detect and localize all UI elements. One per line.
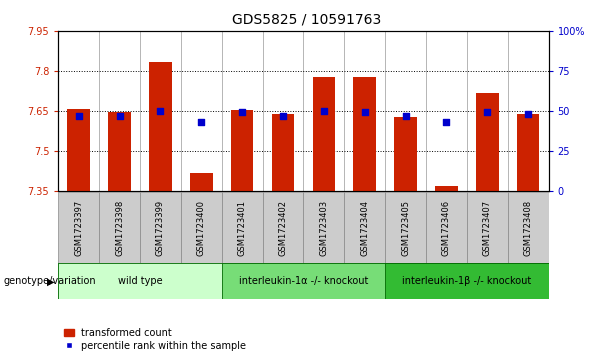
Text: GSM1723397: GSM1723397 [74, 200, 83, 256]
Point [115, 113, 124, 118]
Point [441, 119, 451, 125]
Text: interleukin-1β -/- knockout: interleukin-1β -/- knockout [402, 276, 531, 286]
Text: GSM1723402: GSM1723402 [278, 200, 287, 256]
Bar [508, 192, 549, 263]
Text: GSM1723398: GSM1723398 [115, 200, 124, 256]
Point [319, 108, 329, 114]
Text: wild type: wild type [118, 276, 162, 286]
Point [482, 109, 492, 115]
Bar [345, 192, 385, 263]
Text: GDS5825 / 10591763: GDS5825 / 10591763 [232, 13, 381, 27]
Bar [140, 192, 181, 263]
Bar [394, 117, 417, 191]
Point [196, 119, 206, 125]
Text: GSM1723401: GSM1723401 [238, 200, 246, 256]
Point [524, 111, 533, 117]
Bar [109, 112, 131, 191]
Bar [222, 263, 385, 299]
Bar [222, 192, 262, 263]
Bar [426, 192, 467, 263]
Point [401, 113, 411, 118]
Bar [58, 263, 222, 299]
Text: GSM1723403: GSM1723403 [319, 200, 329, 256]
Point [156, 108, 166, 114]
Text: GSM1723405: GSM1723405 [401, 200, 410, 256]
Bar [190, 173, 213, 191]
Text: GSM1723404: GSM1723404 [360, 200, 369, 256]
Bar [385, 263, 549, 299]
Text: genotype/variation: genotype/variation [3, 276, 96, 286]
Bar [67, 109, 90, 191]
Bar [385, 192, 426, 263]
Point [278, 113, 288, 118]
Bar [231, 110, 253, 191]
Bar [262, 192, 303, 263]
Text: ▶: ▶ [47, 276, 54, 286]
Text: GSM1723399: GSM1723399 [156, 200, 165, 256]
Point [74, 113, 83, 118]
Bar [149, 62, 172, 191]
Bar [303, 192, 345, 263]
Text: interleukin-1α -/- knockout: interleukin-1α -/- knockout [238, 276, 368, 286]
Bar [467, 192, 508, 263]
Bar [354, 77, 376, 191]
Bar [313, 77, 335, 191]
Bar [517, 114, 539, 191]
Legend: transformed count, percentile rank within the sample: transformed count, percentile rank withi… [60, 324, 250, 355]
Bar [476, 93, 498, 191]
Point [237, 109, 247, 115]
Bar [58, 192, 99, 263]
Text: GSM1723408: GSM1723408 [524, 200, 533, 256]
Bar [435, 186, 458, 191]
Text: GSM1723407: GSM1723407 [483, 200, 492, 256]
Text: GSM1723406: GSM1723406 [442, 200, 451, 256]
Bar [99, 192, 140, 263]
Text: GSM1723400: GSM1723400 [197, 200, 206, 256]
Point [360, 109, 370, 115]
Bar [272, 114, 294, 191]
Bar [181, 192, 222, 263]
